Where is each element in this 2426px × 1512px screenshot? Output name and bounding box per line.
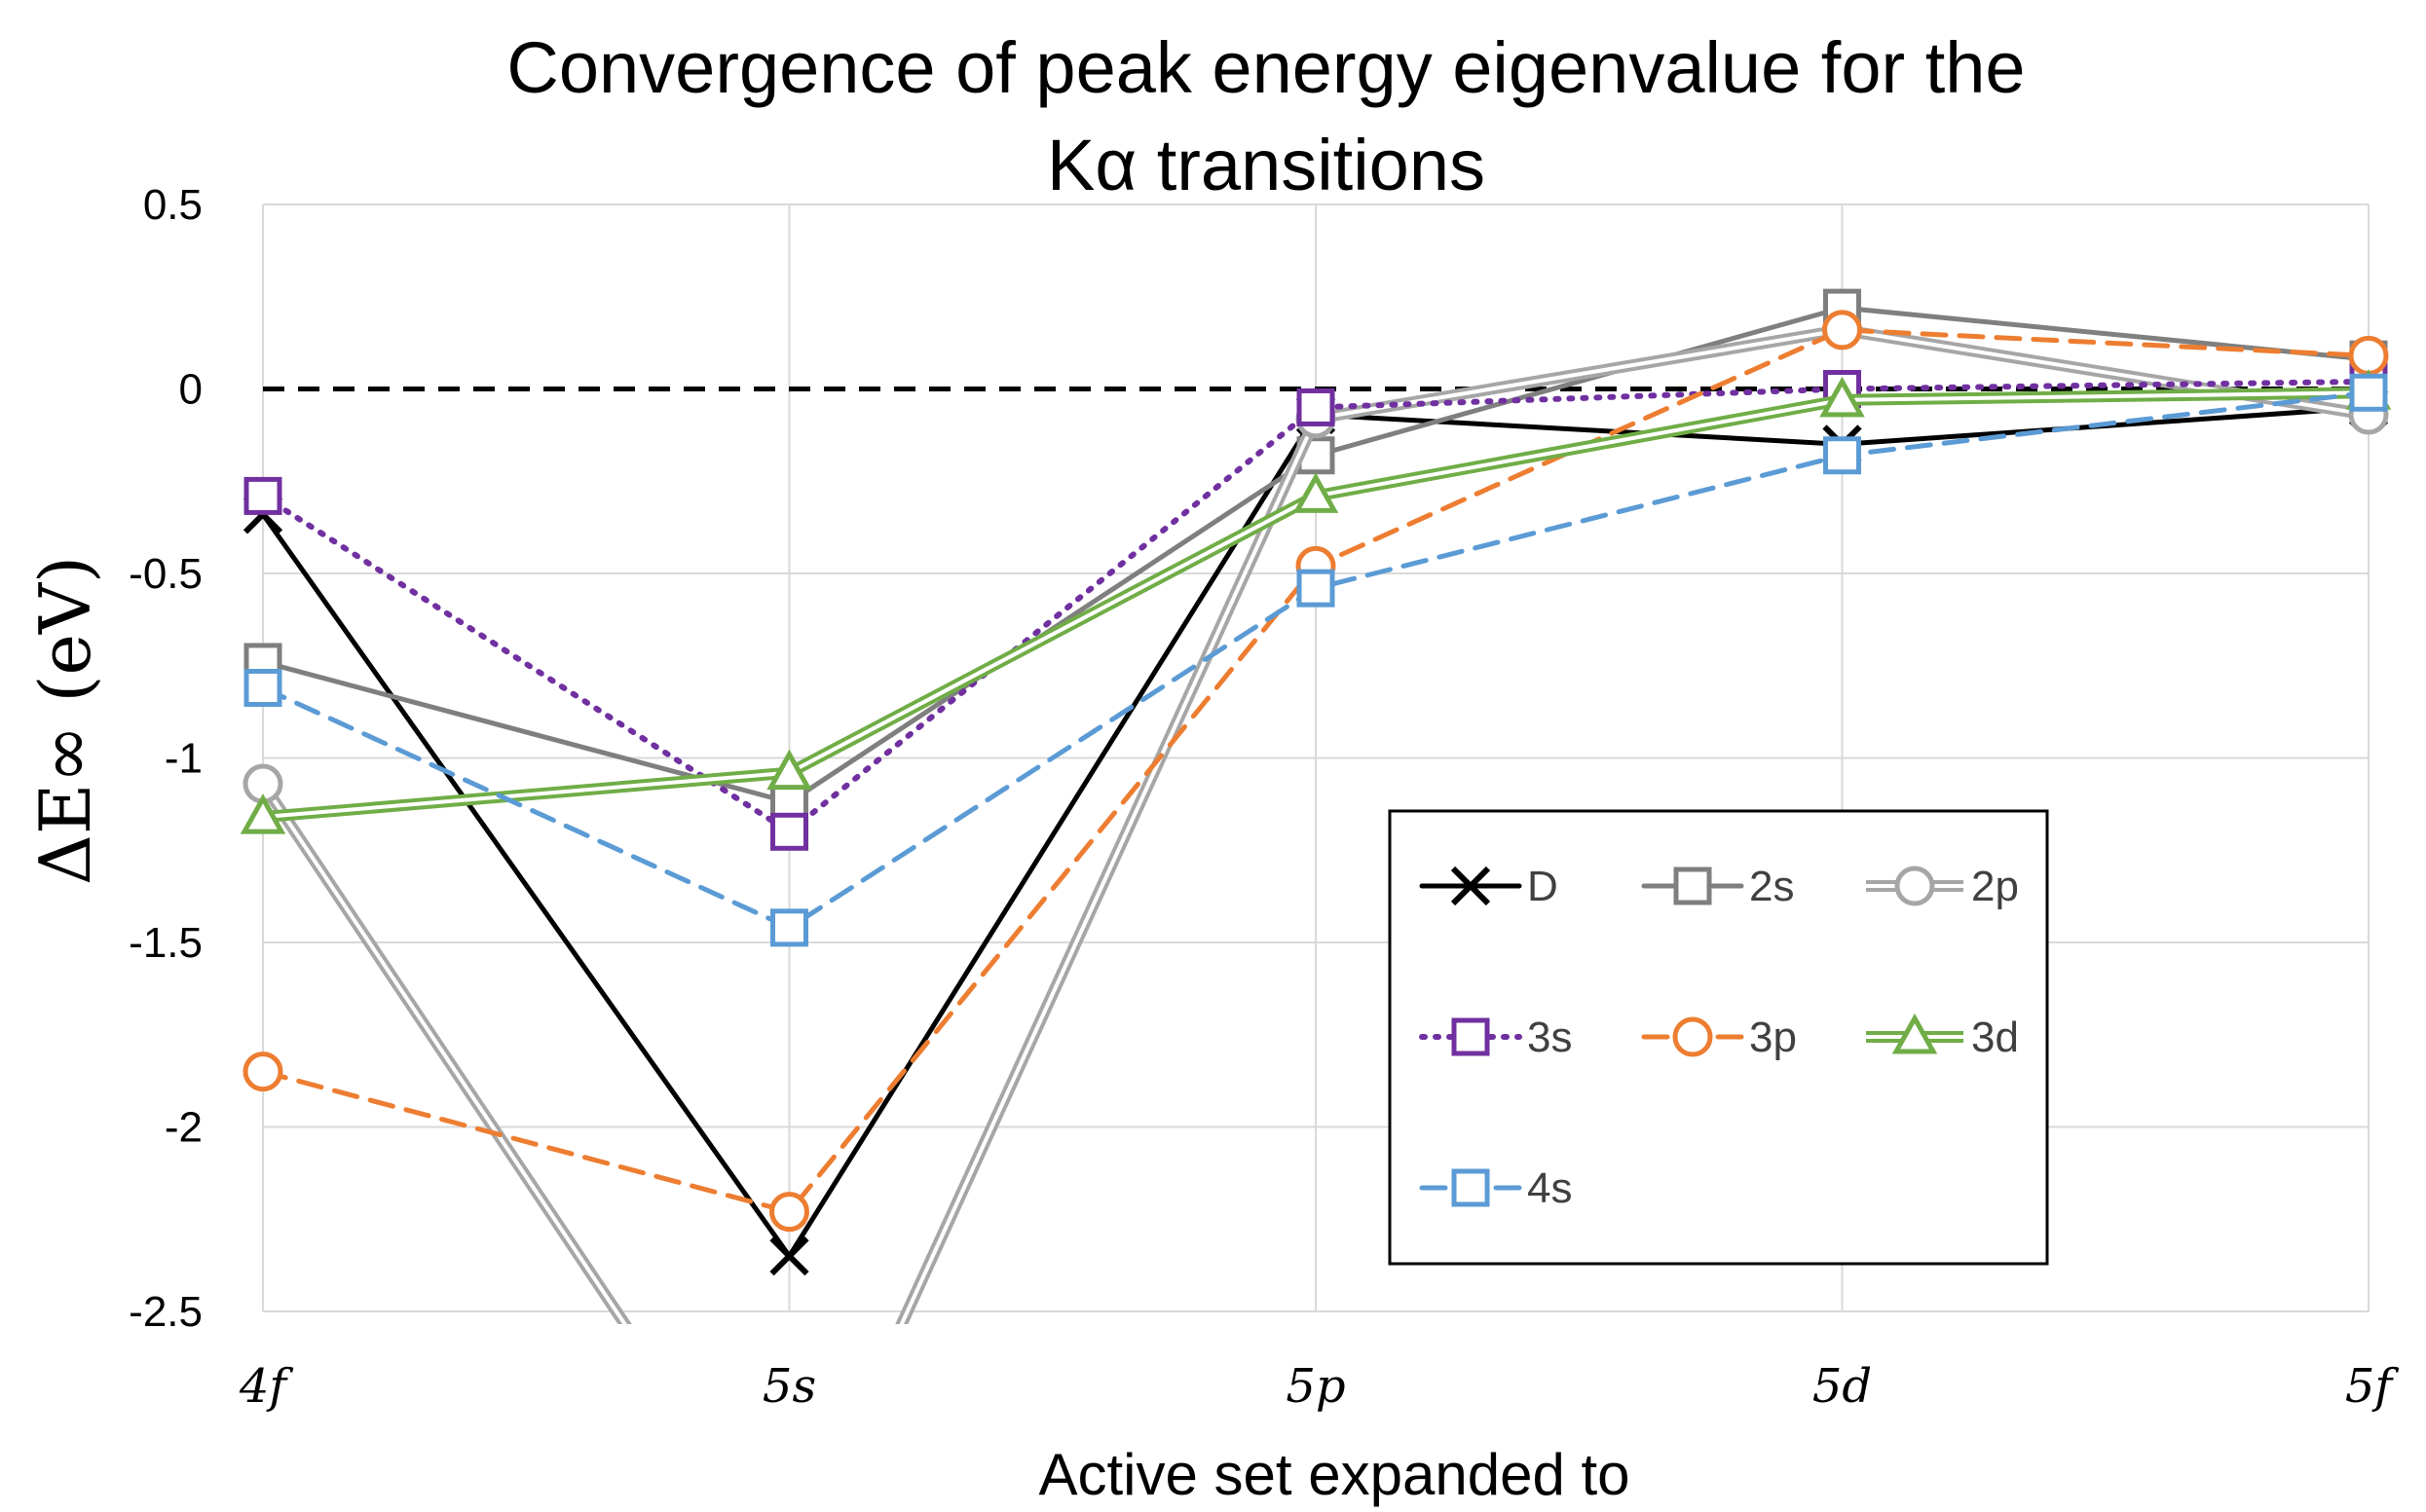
data-point-3d-5s [766, 749, 812, 791]
x-tick-label: 5d [1812, 1359, 1872, 1414]
data-point-4s-4f [243, 668, 282, 707]
legend-marker-D [1450, 866, 1491, 906]
y-tick-label: -1.5 [129, 919, 203, 967]
data-point-3d-5d [1819, 376, 1865, 418]
data-point-4s-5s [770, 908, 808, 947]
legend-item-2s: 2s [1641, 863, 1794, 910]
x-tick-label: 5f [2345, 1359, 2400, 1414]
legend-label-3d: 3d [1971, 1014, 2019, 1061]
x-axis-ticks: 4f 5s 5p 5d 5f [239, 1359, 2400, 1414]
legend-label-3s: 3s [1527, 1014, 1572, 1061]
legend-marker-4s [1451, 1168, 1490, 1207]
chart-title-line-2: Kα transitions [1047, 125, 1485, 205]
legend-label-3p: 3p [1749, 1014, 1797, 1061]
data-point-3s-5s [770, 812, 808, 851]
legend-label-2s: 2s [1749, 863, 1794, 910]
series-3p [243, 310, 2389, 1233]
y-axis-ticks: 0.5 0 -0.5 -1 -1.5 -2 -2.5 [129, 181, 203, 1336]
data-point-3p-5f [2348, 335, 2389, 376]
data-point-3s-5p [1296, 387, 1335, 426]
series-3d [240, 369, 2392, 834]
data-point-3d-5p [1292, 472, 1339, 513]
data-point-4s-5f [2349, 373, 2388, 412]
grid [262, 203, 2370, 1312]
chart-title-line-1: Convergence of peak energy eigenvalue fo… [506, 27, 2025, 108]
series-4s [243, 373, 2388, 947]
y-tick-label: -2 [165, 1104, 203, 1152]
legend-label-D: D [1527, 863, 1558, 910]
y-tick-label: 0.5 [143, 181, 203, 229]
legend-item-2p: 2p [1866, 863, 2019, 910]
legend-marker-3s [1451, 1017, 1490, 1056]
y-tick-label: 0 [179, 366, 203, 414]
legend-item-D: D [1419, 863, 1558, 910]
legend-item-3p: 3p [1641, 1014, 1797, 1061]
legend-marker-3d [1891, 1013, 1938, 1054]
y-tick-label: -1 [165, 735, 203, 783]
legend-label-4s: 4s [1527, 1164, 1572, 1212]
data-point-4s-5d [1823, 436, 1861, 475]
legend-item-4s: 4s [1419, 1164, 1572, 1212]
y-tick-label: -2.5 [129, 1288, 203, 1336]
legend-marker-2s [1673, 867, 1712, 905]
y-axis-label: ΔE∞ (eV) [24, 556, 106, 885]
legend-item-3s: 3s [1419, 1014, 1572, 1061]
x-axis-label: Active set expanded to [1038, 1442, 1629, 1507]
legend-marker-3p [1672, 1016, 1713, 1057]
x-tick-label: 4f [239, 1359, 294, 1414]
series-layer [240, 288, 2392, 1324]
data-point-3d-4f [240, 793, 286, 834]
x-tick-label: 5s [763, 1359, 816, 1414]
y-tick-label: -0.5 [129, 550, 203, 598]
data-point-3p-4f [243, 1051, 283, 1092]
x-tick-label: 5p [1286, 1359, 1345, 1414]
legend-item-3d: 3d [1866, 1013, 2019, 1061]
data-point-D-5s [769, 1236, 809, 1276]
data-point-3s-4f [243, 476, 282, 515]
legend-label-2p: 2p [1971, 863, 2019, 910]
legend-marker-2p [1894, 866, 1935, 906]
legend: D 2s 2p 3s 3p 3d 4s [1388, 809, 2049, 1266]
data-point-4s-5p [1296, 569, 1335, 608]
data-point-3p-5s [769, 1192, 809, 1233]
data-point-3p-5d [1822, 310, 1862, 350]
